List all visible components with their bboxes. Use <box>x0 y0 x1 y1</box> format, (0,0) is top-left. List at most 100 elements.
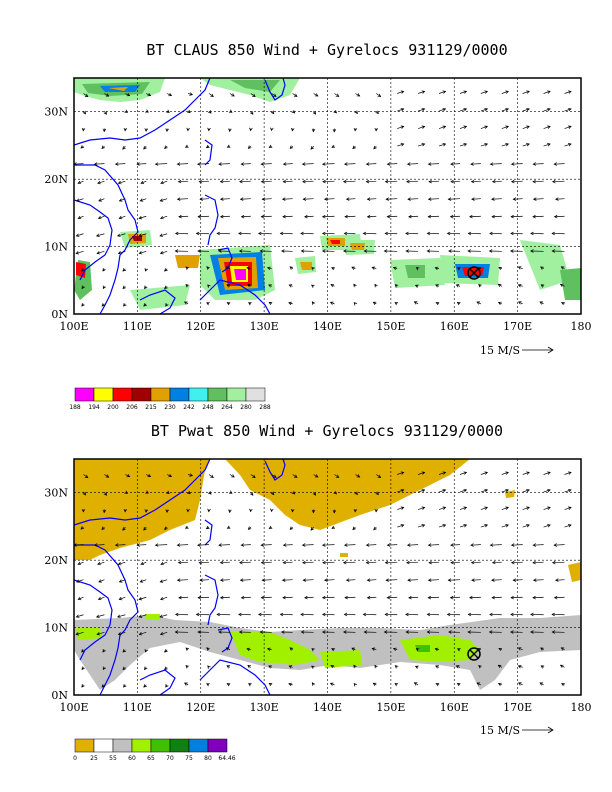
wind-vector-head <box>159 614 164 618</box>
wind-vector <box>492 180 502 183</box>
wind-vector-head <box>455 284 460 288</box>
wind-vector-head <box>311 509 316 514</box>
wind-vector <box>197 544 210 546</box>
wind-vector-head <box>469 595 473 600</box>
wind-vector-head <box>491 560 496 565</box>
longitude-label: 180 <box>571 320 592 333</box>
wind-vector-head <box>406 560 410 565</box>
wind-vector-head <box>228 128 232 133</box>
wind-vector <box>533 198 544 200</box>
wind-vector <box>220 579 230 581</box>
wind-vector-head <box>330 284 335 288</box>
wind-vector <box>346 579 356 581</box>
latitude-label: 20N <box>44 554 68 567</box>
wind-vector <box>471 579 481 581</box>
wind-vector <box>178 596 189 599</box>
wind-vector-head <box>407 578 411 582</box>
wind-vector <box>77 180 84 184</box>
wind-vector <box>178 561 189 564</box>
wind-vector-head <box>77 596 82 601</box>
wind-vector-head <box>491 214 495 219</box>
wind-vector-head <box>377 93 382 97</box>
panel-pwat: BT Pwat 850 Wind + Gyrelocs 931129/0000 <box>44 422 591 762</box>
wind-vector <box>490 544 502 546</box>
wind-vector-head <box>561 683 565 687</box>
wind-vector <box>418 472 425 475</box>
wind-vector <box>97 561 105 565</box>
wind-vector-head <box>248 302 252 306</box>
wind-vector-head <box>240 162 245 166</box>
wind-vector <box>282 579 293 581</box>
wind-vector-head <box>547 488 551 493</box>
wind-vector <box>407 198 419 200</box>
wind-vector <box>543 489 551 493</box>
wind-vector <box>564 91 572 94</box>
wind-vector <box>408 215 419 218</box>
wind-vector <box>564 126 572 129</box>
wind-vector-head <box>219 197 224 201</box>
wind-vector <box>438 507 446 510</box>
wind-vector-head <box>456 683 461 687</box>
wind-vector <box>397 108 404 112</box>
wind-vector-head <box>342 179 347 184</box>
wind-vector-head <box>385 197 389 201</box>
wind-vector <box>543 143 551 147</box>
wind-vector-head <box>330 665 335 669</box>
wind-vector <box>167 474 172 477</box>
wind-vector-head <box>331 648 335 652</box>
wind-vector-head <box>136 162 140 166</box>
wind-vector <box>139 233 147 237</box>
wind-vector-head <box>385 578 389 582</box>
wind-vector-head <box>332 128 337 133</box>
wind-vector-head <box>463 143 468 147</box>
wind-vector <box>555 198 565 200</box>
wind-vector-head <box>258 231 262 236</box>
wind-vector-head <box>218 249 222 253</box>
wind-vector-head <box>82 110 86 115</box>
wind-vector-head <box>526 506 530 510</box>
wind-vector <box>139 250 147 254</box>
wind-vector <box>376 93 381 97</box>
colorbar-label: 55 <box>109 755 117 762</box>
wind-vector <box>313 93 319 97</box>
wind-vector <box>554 163 565 165</box>
wind-vector-head <box>540 665 545 669</box>
wind-vector-head <box>261 578 266 582</box>
wind-vector-head <box>266 647 271 652</box>
wind-vector-head <box>551 630 556 634</box>
wind-vector-head <box>532 214 536 219</box>
wind-vector-head <box>208 491 212 495</box>
wind-vector-head <box>116 614 121 618</box>
latitude-labels: 30N 20N 10N 0N <box>44 106 68 321</box>
wind-vector-head <box>118 215 123 220</box>
wind-vector-head <box>311 665 315 669</box>
wind-vector-head <box>526 125 530 129</box>
colorbar-swatch <box>188 738 209 753</box>
wind-vector-head <box>561 302 565 306</box>
reference-vector: 15 M/S <box>480 344 554 357</box>
wind-vector-head <box>555 578 559 582</box>
wind-vector <box>155 544 168 546</box>
wind-vector-head <box>324 197 328 201</box>
wind-vector-head <box>442 488 447 493</box>
wind-vector-head <box>491 595 495 600</box>
panel-title: BT Pwat 850 Wind + Gyrelocs 931129/0000 <box>151 422 503 440</box>
wind-vector <box>104 93 109 97</box>
wind-vector-head <box>510 612 514 617</box>
wind-vector <box>334 474 339 478</box>
wind-vector <box>74 544 84 546</box>
latitude-label: 0N <box>51 689 68 702</box>
wind-vector <box>501 91 509 94</box>
wind-vector-head <box>547 107 551 112</box>
wind-vector <box>543 472 551 475</box>
wind-vector-head <box>371 647 376 651</box>
wind-vector <box>261 215 272 218</box>
wind-vector-head <box>540 647 544 651</box>
wind-vector-head <box>568 107 572 112</box>
wind-vector <box>492 215 502 218</box>
wind-vector-head <box>198 560 203 565</box>
wind-vector-head <box>247 145 252 149</box>
wind-vector <box>450 596 460 599</box>
wind-vector-head <box>159 198 164 202</box>
wind-vector-head <box>136 543 140 547</box>
